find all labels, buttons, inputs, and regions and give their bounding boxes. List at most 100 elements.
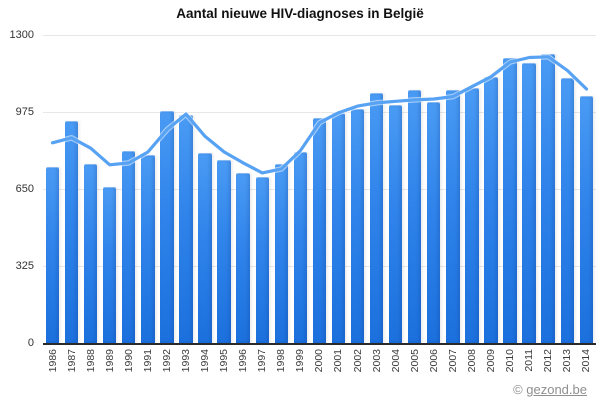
x-slot-2005: 2005 (405, 349, 424, 397)
bar-slot-2008 (462, 35, 481, 343)
y-tick-label: 650 (15, 183, 34, 195)
bar-1998 (274, 164, 288, 343)
copyright-symbol: © (513, 382, 527, 397)
x-tick-label: 1988 (84, 349, 97, 373)
x-tick-label: 1997 (256, 349, 269, 373)
bar-series (43, 35, 596, 343)
bar-slot-1993 (176, 35, 195, 343)
chart-title: Aantal nieuwe HIV-diagnoses in België (176, 6, 424, 21)
x-slot-2006: 2006 (424, 349, 443, 397)
x-tick-label: 1995 (218, 349, 231, 373)
bar-slot-1998 (272, 35, 291, 343)
x-slot-1991: 1991 (138, 349, 157, 397)
bar-1992 (160, 111, 174, 343)
bar-slot-2010 (501, 35, 520, 343)
x-tick-label: 1992 (160, 349, 173, 373)
bar-slot-2007 (443, 35, 462, 343)
x-tick-label: 2009 (484, 349, 497, 373)
watermark-link[interactable]: © gezond.be (513, 382, 587, 397)
x-slot-1997: 1997 (253, 349, 272, 397)
x-tick-label: 2012 (542, 349, 555, 373)
x-slot-1996: 1996 (234, 349, 253, 397)
bar-slot-2013 (558, 35, 577, 343)
x-tick-label: 2002 (351, 349, 364, 373)
bar-slot-2000 (310, 35, 329, 343)
x-slot-2001: 2001 (329, 349, 348, 397)
bar-2014 (579, 95, 593, 343)
x-slot-2000: 2000 (310, 349, 329, 397)
x-slot-1994: 1994 (196, 349, 215, 397)
bar-2012 (541, 53, 555, 343)
bar-slot-1990 (119, 35, 138, 343)
bar-slot-1994 (196, 35, 215, 343)
bar-slot-1997 (253, 35, 272, 343)
x-slot-1988: 1988 (81, 349, 100, 397)
bar-slot-1986 (43, 35, 62, 343)
bar-1991 (141, 154, 155, 343)
x-tick-label: 1994 (199, 349, 212, 373)
x-slot-1989: 1989 (100, 349, 119, 397)
x-slot-1998: 1998 (272, 349, 291, 397)
x-slot-2004: 2004 (386, 349, 405, 397)
bar-slot-2003 (367, 35, 386, 343)
x-tick-label: 2006 (427, 349, 440, 373)
x-tick-label: 1991 (141, 349, 154, 373)
bar-2006 (427, 102, 441, 343)
bar-1997 (255, 177, 269, 343)
x-slot-2007: 2007 (443, 349, 462, 397)
x-tick-label: 1996 (237, 349, 250, 373)
x-slot-1999: 1999 (291, 349, 310, 397)
x-tick-label: 2011 (523, 349, 536, 372)
bar-slot-1989 (100, 35, 119, 343)
bar-slot-2005 (405, 35, 424, 343)
x-tick-label: 2001 (332, 349, 345, 373)
bar-2005 (408, 89, 422, 343)
x-tick-label: 1998 (275, 349, 288, 373)
bar-2011 (522, 63, 536, 343)
bar-1988 (83, 164, 98, 343)
bar-1995 (217, 160, 231, 343)
bar-slot-2001 (329, 35, 348, 343)
bar-1986 (45, 167, 60, 343)
bar-1990 (122, 151, 136, 343)
bar-2009 (484, 77, 498, 343)
bar-2004 (388, 104, 403, 343)
x-slot-1987: 1987 (62, 349, 81, 397)
x-tick-label: 1987 (65, 349, 78, 373)
y-tick-label: 975 (15, 106, 34, 118)
bar-2002 (350, 108, 365, 343)
x-tick-label: 2004 (389, 349, 402, 373)
x-tick-label: 2003 (370, 349, 383, 373)
x-slot-2002: 2002 (348, 349, 367, 397)
plot-area (43, 35, 596, 345)
x-tick-label: 2013 (561, 349, 574, 373)
bar-slot-1996 (234, 35, 253, 343)
bar-slot-1988 (81, 35, 100, 343)
y-axis: 0 325 650 975 1300 (0, 29, 37, 349)
bar-2010 (503, 57, 517, 343)
x-tick-label: 2000 (313, 349, 326, 373)
x-slot-1990: 1990 (119, 349, 138, 397)
x-slot-2003: 2003 (367, 349, 386, 397)
bar-slot-2012 (539, 35, 558, 343)
bar-2003 (369, 92, 384, 343)
bar-slot-1992 (157, 35, 176, 343)
x-slot-2008: 2008 (462, 349, 481, 397)
x-tick-label: 2005 (408, 349, 421, 373)
x-tick-label: 1993 (179, 349, 192, 373)
watermark-site[interactable]: gezond.be (526, 382, 587, 397)
x-tick-label: 2007 (446, 349, 459, 373)
bar-2000 (312, 117, 327, 343)
y-tick-label: 325 (15, 260, 34, 272)
bar-1989 (103, 187, 117, 343)
bar-1987 (64, 121, 79, 343)
bar-slot-2014 (577, 35, 596, 343)
x-tick-label: 1986 (46, 349, 59, 373)
bar-slot-1991 (138, 35, 157, 343)
bar-slot-1999 (291, 35, 310, 343)
x-tick-label: 1990 (122, 349, 135, 373)
bar-slot-1995 (215, 35, 234, 343)
bar-slot-2009 (481, 35, 500, 343)
bar-1996 (236, 173, 250, 343)
bar-slot-2011 (520, 35, 539, 343)
